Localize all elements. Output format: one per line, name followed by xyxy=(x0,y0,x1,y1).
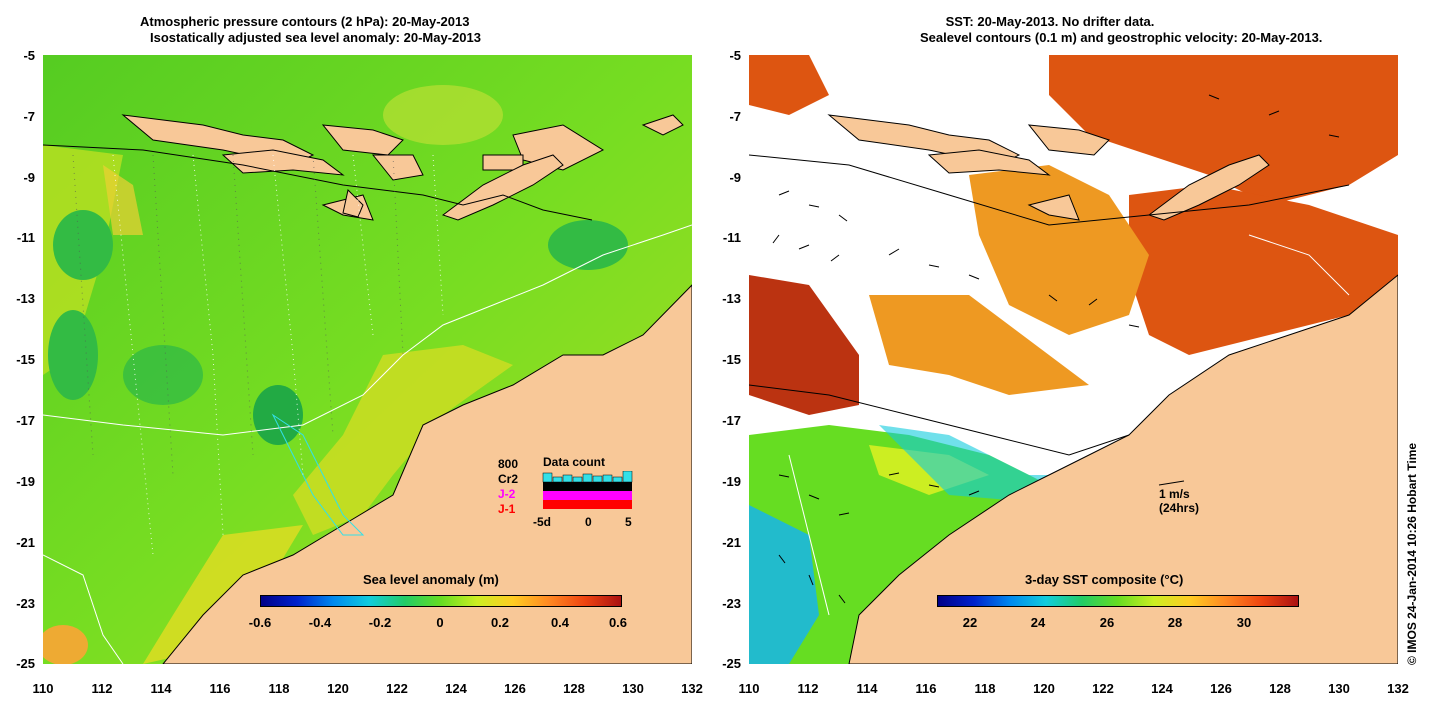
left-ytick: -13 xyxy=(16,291,35,306)
scale-label: 1 m/s xyxy=(1159,487,1190,501)
right-coastline xyxy=(848,274,1398,664)
inset-xtick-0: -5d xyxy=(533,515,551,529)
left-map-svg xyxy=(43,55,692,664)
right-ytick: -5 xyxy=(729,48,741,63)
left-ytick: -9 xyxy=(23,170,35,185)
right-colorbar-label: 3-day SST composite (°C) xyxy=(1025,572,1184,587)
left-ytick: -17 xyxy=(16,413,35,428)
scale-label-hours: (24hrs) xyxy=(1159,501,1200,515)
left-xtick: 126 xyxy=(504,681,526,696)
left-ytick: -21 xyxy=(16,535,35,550)
right-cb-tick-4: 30 xyxy=(1236,615,1252,630)
scale-arrow xyxy=(1158,480,1185,486)
left-ytick: -19 xyxy=(16,474,35,489)
left-map: 800 Cr2 J-2 J-1 Data count -5d 0 xyxy=(43,55,692,664)
left-cb-tick-6: 0.6 xyxy=(608,615,628,630)
inset-title: Data count xyxy=(543,455,606,469)
left-cb-tick-3: 0 xyxy=(436,615,444,630)
right-xtick: 126 xyxy=(1210,681,1232,696)
left-xtick: 112 xyxy=(91,681,113,696)
left-xtick: 116 xyxy=(209,681,231,696)
left-title-line2: Isostatically adjusted sea level anomaly… xyxy=(150,30,481,45)
right-xtick: 130 xyxy=(1328,681,1350,696)
right-xtick: 124 xyxy=(1151,681,1173,696)
inset-legend-j2: J-2 xyxy=(498,487,516,501)
right-ytick: -19 xyxy=(722,474,741,489)
left-colorbar xyxy=(260,595,622,607)
left-cb-tick-2: -0.2 xyxy=(368,615,392,630)
right-xtick: 132 xyxy=(1387,681,1409,696)
left-cb-tick-4: 0.2 xyxy=(490,615,510,630)
left-cb-tick-1: -0.4 xyxy=(308,615,332,630)
right-xtick: 120 xyxy=(1033,681,1055,696)
left-ocean xyxy=(43,55,692,664)
left-xtick: 110 xyxy=(32,681,54,696)
left-coastline xyxy=(162,284,692,664)
left-xtick: 118 xyxy=(268,681,290,696)
left-cb-tick-0: -0.6 xyxy=(248,615,272,630)
right-cb-tick-3: 28 xyxy=(1167,615,1183,630)
right-ytick: -13 xyxy=(722,291,741,306)
right-xtick: 122 xyxy=(1092,681,1114,696)
right-cb-tick-1: 24 xyxy=(1030,615,1046,630)
right-xtick: 114 xyxy=(856,681,878,696)
left-xtick: 132 xyxy=(681,681,703,696)
right-colorbar xyxy=(937,595,1299,607)
inset-legend-j1: J-1 xyxy=(498,502,516,516)
right-ytick: -9 xyxy=(729,170,741,185)
left-xtick: 130 xyxy=(622,681,644,696)
right-xtick: 110 xyxy=(738,681,760,696)
left-title-line1: Atmospheric pressure contours (2 hPa): 2… xyxy=(140,14,470,29)
velocity-arrows xyxy=(772,94,1340,604)
inset-bars xyxy=(541,471,633,513)
left-ytick: -15 xyxy=(16,352,35,367)
right-ytick: -11 xyxy=(722,230,741,245)
right-xtick: 116 xyxy=(915,681,937,696)
right-title-line2: Sealevel contours (0.1 m) and geostrophi… xyxy=(920,30,1323,45)
left-xtick: 120 xyxy=(327,681,349,696)
inset-legend-cr2: Cr2 xyxy=(498,472,519,486)
right-map-svg xyxy=(749,55,1398,664)
left-xtick: 128 xyxy=(563,681,585,696)
left-ytick: -11 xyxy=(16,230,35,245)
left-xtick: 114 xyxy=(150,681,172,696)
left-ytick: -25 xyxy=(16,656,35,671)
right-ytick: -23 xyxy=(722,596,741,611)
inset-legend-800: 800 xyxy=(498,457,519,471)
left-ytick: -5 xyxy=(23,48,35,63)
right-xtick: 118 xyxy=(974,681,996,696)
right-ytick: -7 xyxy=(729,109,741,124)
right-ytick: -21 xyxy=(722,535,741,550)
left-ytick: -7 xyxy=(23,109,35,124)
inset-bar-group xyxy=(542,471,633,509)
left-xtick: 122 xyxy=(386,681,408,696)
inset-xtick-2: 5 xyxy=(625,515,632,529)
right-xtick: 112 xyxy=(797,681,819,696)
right-cb-tick-2: 26 xyxy=(1099,615,1115,630)
right-cb-tick-0: 22 xyxy=(962,615,978,630)
right-xtick: 128 xyxy=(1269,681,1291,696)
credit-text: © IMOS 24-Jan-2014 10:26 Hobart Time xyxy=(1405,442,1419,665)
left-cb-tick-5: 0.4 xyxy=(550,615,570,630)
right-ytick: -15 xyxy=(722,352,741,367)
data-count-inset: 800 Cr2 J-2 J-1 Data count -5d 0 xyxy=(493,453,643,543)
right-map: 1 m/s (24hrs) 3-day SST composite (°C) 2… xyxy=(749,55,1398,664)
left-ytick: -23 xyxy=(16,596,35,611)
right-ytick: -17 xyxy=(722,413,741,428)
left-colorbar-label: Sea level anomaly (m) xyxy=(363,572,499,587)
right-ytick: -25 xyxy=(722,656,741,671)
right-title-line1: SST: 20-May-2013. No drifter data. xyxy=(945,14,1155,29)
inset-xtick-1: 0 xyxy=(585,515,592,529)
left-xtick: 124 xyxy=(445,681,467,696)
